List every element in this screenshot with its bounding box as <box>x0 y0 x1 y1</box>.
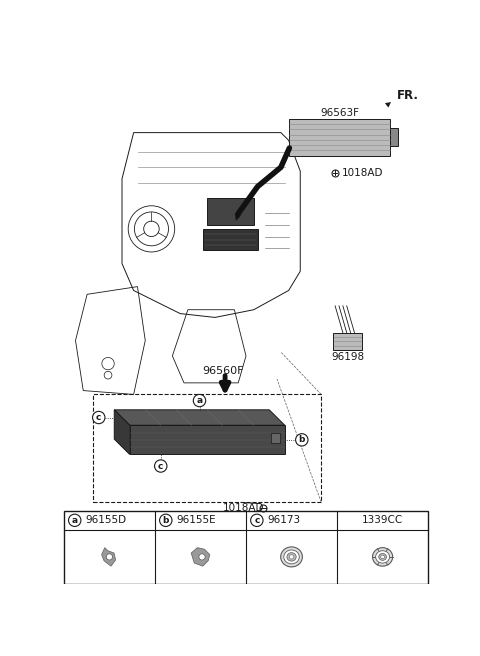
Text: c: c <box>158 462 163 470</box>
Ellipse shape <box>381 555 384 559</box>
Circle shape <box>155 460 167 472</box>
Circle shape <box>69 514 81 527</box>
Ellipse shape <box>284 550 300 564</box>
Text: 1018AD: 1018AD <box>341 168 383 178</box>
Text: 96563F: 96563F <box>320 108 359 117</box>
Circle shape <box>159 514 172 527</box>
Text: b: b <box>299 436 305 444</box>
Ellipse shape <box>379 554 386 560</box>
Text: 96560F: 96560F <box>202 366 243 377</box>
Bar <box>204 229 258 251</box>
Text: 96155D: 96155D <box>85 516 127 525</box>
Polygon shape <box>130 425 285 455</box>
Ellipse shape <box>376 551 390 563</box>
Circle shape <box>296 434 308 446</box>
Polygon shape <box>289 119 390 155</box>
Bar <box>207 198 254 225</box>
Ellipse shape <box>281 547 302 567</box>
Polygon shape <box>114 410 130 455</box>
Polygon shape <box>390 128 398 146</box>
Circle shape <box>106 554 112 560</box>
Bar <box>333 333 362 350</box>
Text: c: c <box>96 413 101 422</box>
Text: a: a <box>196 396 203 405</box>
Circle shape <box>251 514 263 527</box>
Circle shape <box>93 411 105 424</box>
Text: a: a <box>72 516 78 525</box>
Circle shape <box>193 394 206 407</box>
Polygon shape <box>102 548 116 566</box>
Text: b: b <box>163 516 169 525</box>
Bar <box>271 432 280 443</box>
Polygon shape <box>191 548 210 566</box>
Ellipse shape <box>289 555 294 559</box>
Text: FR.: FR. <box>397 89 419 102</box>
Bar <box>93 394 321 502</box>
Circle shape <box>199 554 205 560</box>
Text: 96155E: 96155E <box>177 516 216 525</box>
Ellipse shape <box>372 548 393 566</box>
Text: c: c <box>254 516 260 525</box>
Text: 1339CC: 1339CC <box>362 516 403 525</box>
Text: 96198: 96198 <box>331 352 364 363</box>
Text: 96173: 96173 <box>268 516 301 525</box>
Bar <box>64 510 428 584</box>
Polygon shape <box>114 410 285 425</box>
Ellipse shape <box>287 552 296 561</box>
Text: 1018AD: 1018AD <box>223 503 264 514</box>
